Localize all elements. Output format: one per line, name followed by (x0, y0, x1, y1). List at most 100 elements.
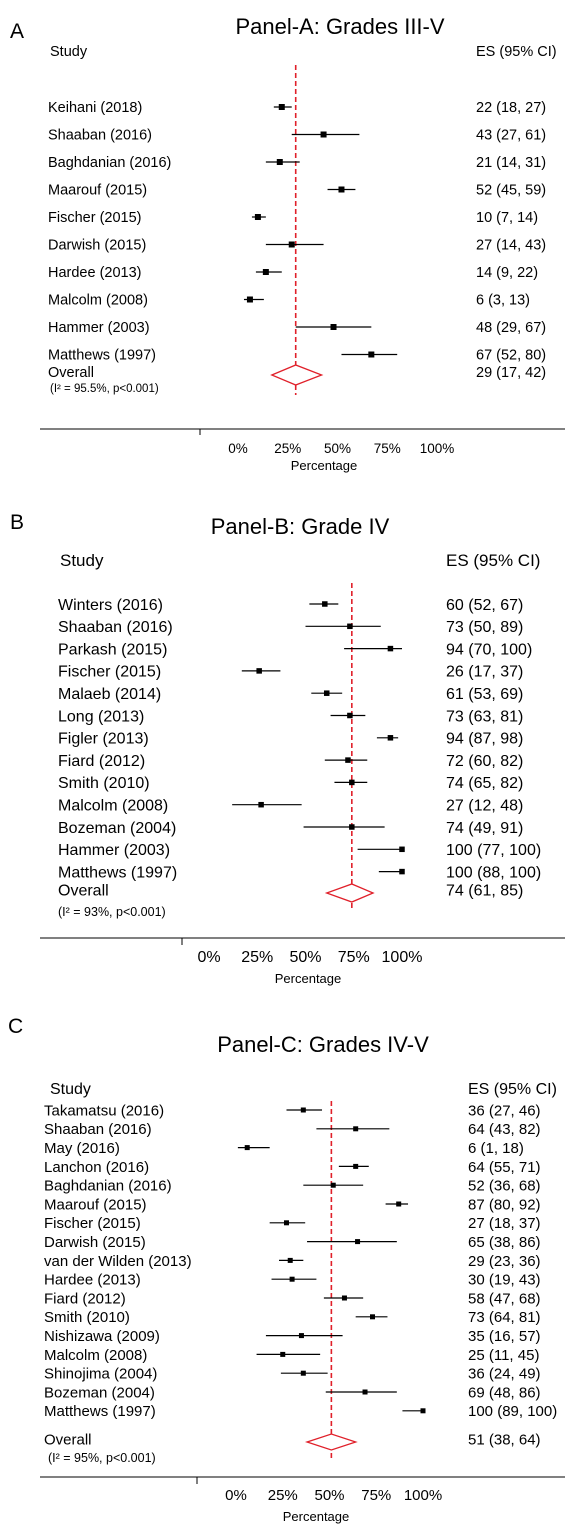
effect-size-marker (341, 1295, 347, 1301)
study-label: Bozeman (2004) (44, 1384, 155, 1401)
x-tick-label: 50% (324, 441, 351, 456)
effect-size-value: 74 (65, 82) (446, 775, 523, 792)
study-label: Malcolm (2008) (44, 1347, 147, 1364)
effect-size-marker (355, 1239, 361, 1245)
study-row: Keihani (2018) 22 (18, 27) (48, 100, 546, 116)
study-row: Takamatsu (2016) 36 (27, 46) (44, 1102, 541, 1119)
effect-size-value: 10 (7, 14) (476, 210, 538, 226)
effect-size-value: 74 (49, 91) (446, 820, 523, 837)
effect-size-marker (323, 690, 330, 696)
study-label: Bozeman (2004) (58, 820, 176, 837)
effect-size-marker (262, 269, 269, 275)
effect-size-value: 73 (50, 89) (446, 619, 523, 636)
effect-size-value: 67 (52, 80) (476, 348, 546, 364)
study-row: Bozeman (2004) 69 (48, 86) (44, 1384, 541, 1401)
study-row: Malcolm (2008) 27 (12, 48) (58, 797, 523, 814)
study-label: Long (2013) (58, 708, 144, 725)
study-row: Malaeb (2014) 61 (53, 69) (58, 686, 523, 703)
study-label: Shaaban (2016) (44, 1121, 152, 1138)
effect-size-marker (246, 296, 253, 303)
x-tick-label: 25% (274, 441, 301, 456)
study-row: Hammer (2003) 100 (77, 100) (58, 842, 541, 859)
overall-effect-size-value: 74 (61, 85) (446, 882, 523, 899)
effect-size-value: 27 (18, 37) (468, 1215, 541, 1232)
study-row: Bozeman (2004) 74 (49, 91) (58, 820, 523, 837)
overall-row: Overall 74 (61, 85) (58, 882, 523, 903)
x-tick-label: 100% (404, 1487, 442, 1504)
study-row: Fischer (2015) 27 (18, 37) (44, 1215, 541, 1232)
effect-size-marker (370, 1314, 376, 1320)
effect-size-marker (288, 241, 295, 248)
x-tick-label: 75% (338, 949, 370, 966)
pooled-estimate-diamond (270, 364, 324, 386)
study-label: Fischer (2015) (48, 210, 141, 226)
study-row: Fiard (2012) 72 (60, 82) (58, 753, 523, 770)
heterogeneity-stats: (I² = 95%, p<0.001) (48, 1451, 156, 1465)
effect-size-value: 25 (11, 45) (468, 1347, 539, 1364)
study-row: Figler (2013) 94 (87, 98) (58, 731, 523, 748)
effect-size-marker (399, 868, 405, 875)
pooled-estimate-diamond (304, 1433, 358, 1451)
effect-size-value: 65 (38, 86) (468, 1234, 541, 1251)
forest-plot-b: Winters (2016) 60 (52, 67) Shaaban (2016) 7… (58, 583, 541, 966)
study-label: Matthews (1997) (44, 1403, 156, 1420)
study-label: Shinojima (2004) (44, 1366, 157, 1383)
effect-size-marker (368, 351, 375, 358)
effect-size-marker (287, 1257, 293, 1263)
effect-size-value: 52 (36, 68) (468, 1178, 541, 1195)
overall-label: Overall (48, 365, 94, 381)
effect-size-value: 27 (14, 43) (476, 238, 546, 254)
x-tick-label: 0% (225, 1487, 247, 1504)
study-row: Smith (2010) 73 (64, 81) (44, 1309, 541, 1326)
overall-row: Overall 51 (38, 64) (44, 1431, 541, 1451)
effect-size-marker (330, 1182, 336, 1188)
effect-size-marker (322, 601, 328, 607)
study-row: Matthews (1997) 67 (52, 80) (48, 348, 546, 364)
panel-c: C Panel-C: Grades IV-V Study ES (95% CI)… (8, 1015, 565, 1524)
study-row: Shaaban (2016) 43 (27, 61) (48, 128, 546, 144)
overall-effect-size-value: 29 (17, 42) (476, 365, 546, 381)
study-row: Long (2013) 73 (63, 81) (58, 708, 523, 725)
effect-size-value: 100 (88, 100) (446, 864, 541, 881)
study-row: Lanchon (2016) 64 (55, 71) (44, 1159, 541, 1176)
study-column-header: Study (50, 44, 88, 60)
study-label: Shaaban (2016) (58, 619, 173, 636)
study-label: May (2016) (44, 1140, 120, 1157)
study-label: Lanchon (2016) (44, 1159, 149, 1176)
study-row: Maarouf (2015) 87 (80, 92) (44, 1196, 541, 1213)
study-row: Matthews (1997) 100 (89, 100) (44, 1403, 557, 1420)
heterogeneity-stats: (I² = 95.5%, p<0.001) (50, 383, 159, 395)
panel-title: Panel-C: Grades IV-V (217, 1032, 429, 1057)
x-tick-label: 75% (374, 441, 401, 456)
effect-size-value: 72 (60, 82) (446, 753, 523, 770)
x-tick-label: 25% (241, 949, 273, 966)
forest-plot-a: Keihani (2018) 22 (18, 27) Shaaban (2016) 4… (48, 65, 546, 456)
effect-size-marker (353, 1126, 359, 1132)
effect-size-marker (396, 1201, 402, 1207)
panel-letter: A (10, 20, 24, 43)
study-row: Baghdanian (2016) 52 (36, 68) (44, 1178, 541, 1195)
study-label: Matthews (1997) (48, 348, 156, 364)
study-label: Maarouf (2015) (48, 183, 147, 199)
effect-size-value: 100 (89, 100) (468, 1403, 557, 1420)
study-row: Malcolm (2008) 25 (11, 45) (44, 1347, 539, 1364)
study-column-header: Study (50, 1081, 91, 1098)
effect-size-value: 100 (77, 100) (446, 842, 541, 859)
study-row: Parkash (2015) 94 (70, 100) (58, 641, 532, 658)
study-label: Malaeb (2014) (58, 686, 161, 703)
forest-plot-c: Takamatsu (2016) 36 (27, 46) Shaaban (2016… (44, 1101, 557, 1504)
effect-size-marker (349, 824, 355, 830)
study-row: Fischer (2015) 10 (7, 14) (48, 210, 538, 226)
study-row: Hardee (2013) 14 (9, 22) (48, 265, 538, 281)
es-column-header: ES (95% CI) (446, 551, 540, 570)
study-row: Darwish (2015) 27 (14, 43) (48, 238, 546, 254)
study-label: Parkash (2015) (58, 641, 167, 658)
effect-size-marker (300, 1370, 306, 1376)
panel-a: A Panel-A: Grades III-V Study ES (95% CI… (10, 14, 565, 473)
effect-size-value: 94 (87, 98) (446, 731, 523, 748)
x-axis-label: Percentage (283, 1509, 350, 1524)
effect-size-marker (347, 712, 353, 719)
effect-size-marker (256, 668, 262, 674)
study-row: Fischer (2015) 26 (17, 37) (58, 664, 523, 681)
